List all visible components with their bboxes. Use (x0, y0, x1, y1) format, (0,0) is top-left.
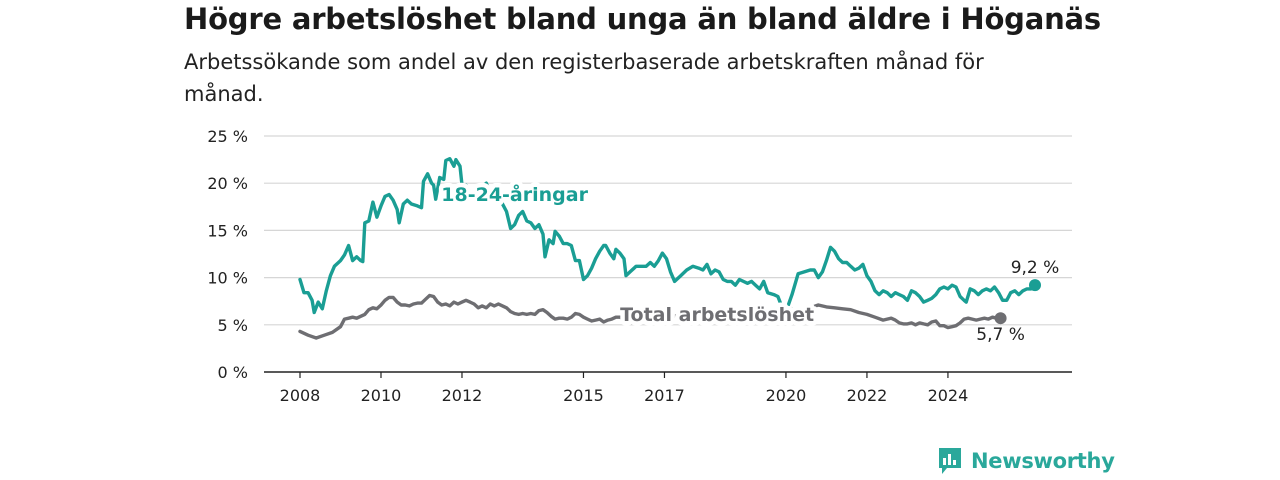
x-tick-label: 2022 (847, 386, 888, 405)
brand-name: Newsworthy (971, 449, 1115, 473)
y-axis: 0 % 5 % 10 % 15 % 20 % 25 % (207, 127, 248, 382)
y-tick-label: 20 % (207, 174, 248, 193)
x-tick-label: 2015 (563, 386, 604, 405)
series-label-18-24: 18-24-åringar (441, 182, 588, 206)
x-tick-label: 2017 (644, 386, 685, 405)
gridlines (264, 135, 1072, 326)
y-tick-label: 10 % (207, 269, 248, 288)
chart-title: Högre arbetslöshet bland unga än bland ä… (184, 2, 1101, 36)
x-tick-label: 2008 (280, 386, 321, 405)
x-tick-label: 2010 (361, 386, 402, 405)
y-tick-label: 0 % (218, 363, 248, 382)
series-lines: 9,2 % 5,7 % (298, 157, 1060, 345)
series-line-18-24 (298, 157, 1037, 315)
series-end-label: 5,7 % (976, 325, 1025, 345)
chart-subtitle: Arbetssökande som andel av den registerb… (184, 50, 984, 106)
series-end-label: 9,2 % (1011, 258, 1060, 278)
x-tick-label: 2020 (766, 386, 807, 405)
x-tick-label: 2024 (928, 386, 969, 405)
x-tick-label: 2012 (442, 386, 483, 405)
newsworthy-logo: Newsworthy (937, 446, 1115, 476)
x-axis: 2008 2010 2012 2015 2017 2020 2022 2024 (264, 371, 1072, 405)
line-chart: 0 %5 %10 %15 %20 %25 % 2008 2010 2012 2015 2… (207, 127, 1072, 405)
series-end-dot (994, 312, 1007, 325)
series-line-total (298, 293, 1003, 340)
y-tick-label: 25 % (207, 127, 248, 146)
chart-logo-icon (939, 448, 961, 474)
series-label-total: Total arbetslöshet (620, 304, 814, 326)
series-end-dot (1029, 279, 1041, 292)
y-tick-label: 5 % (218, 316, 248, 335)
y-tick-label: 15 % (207, 221, 248, 240)
